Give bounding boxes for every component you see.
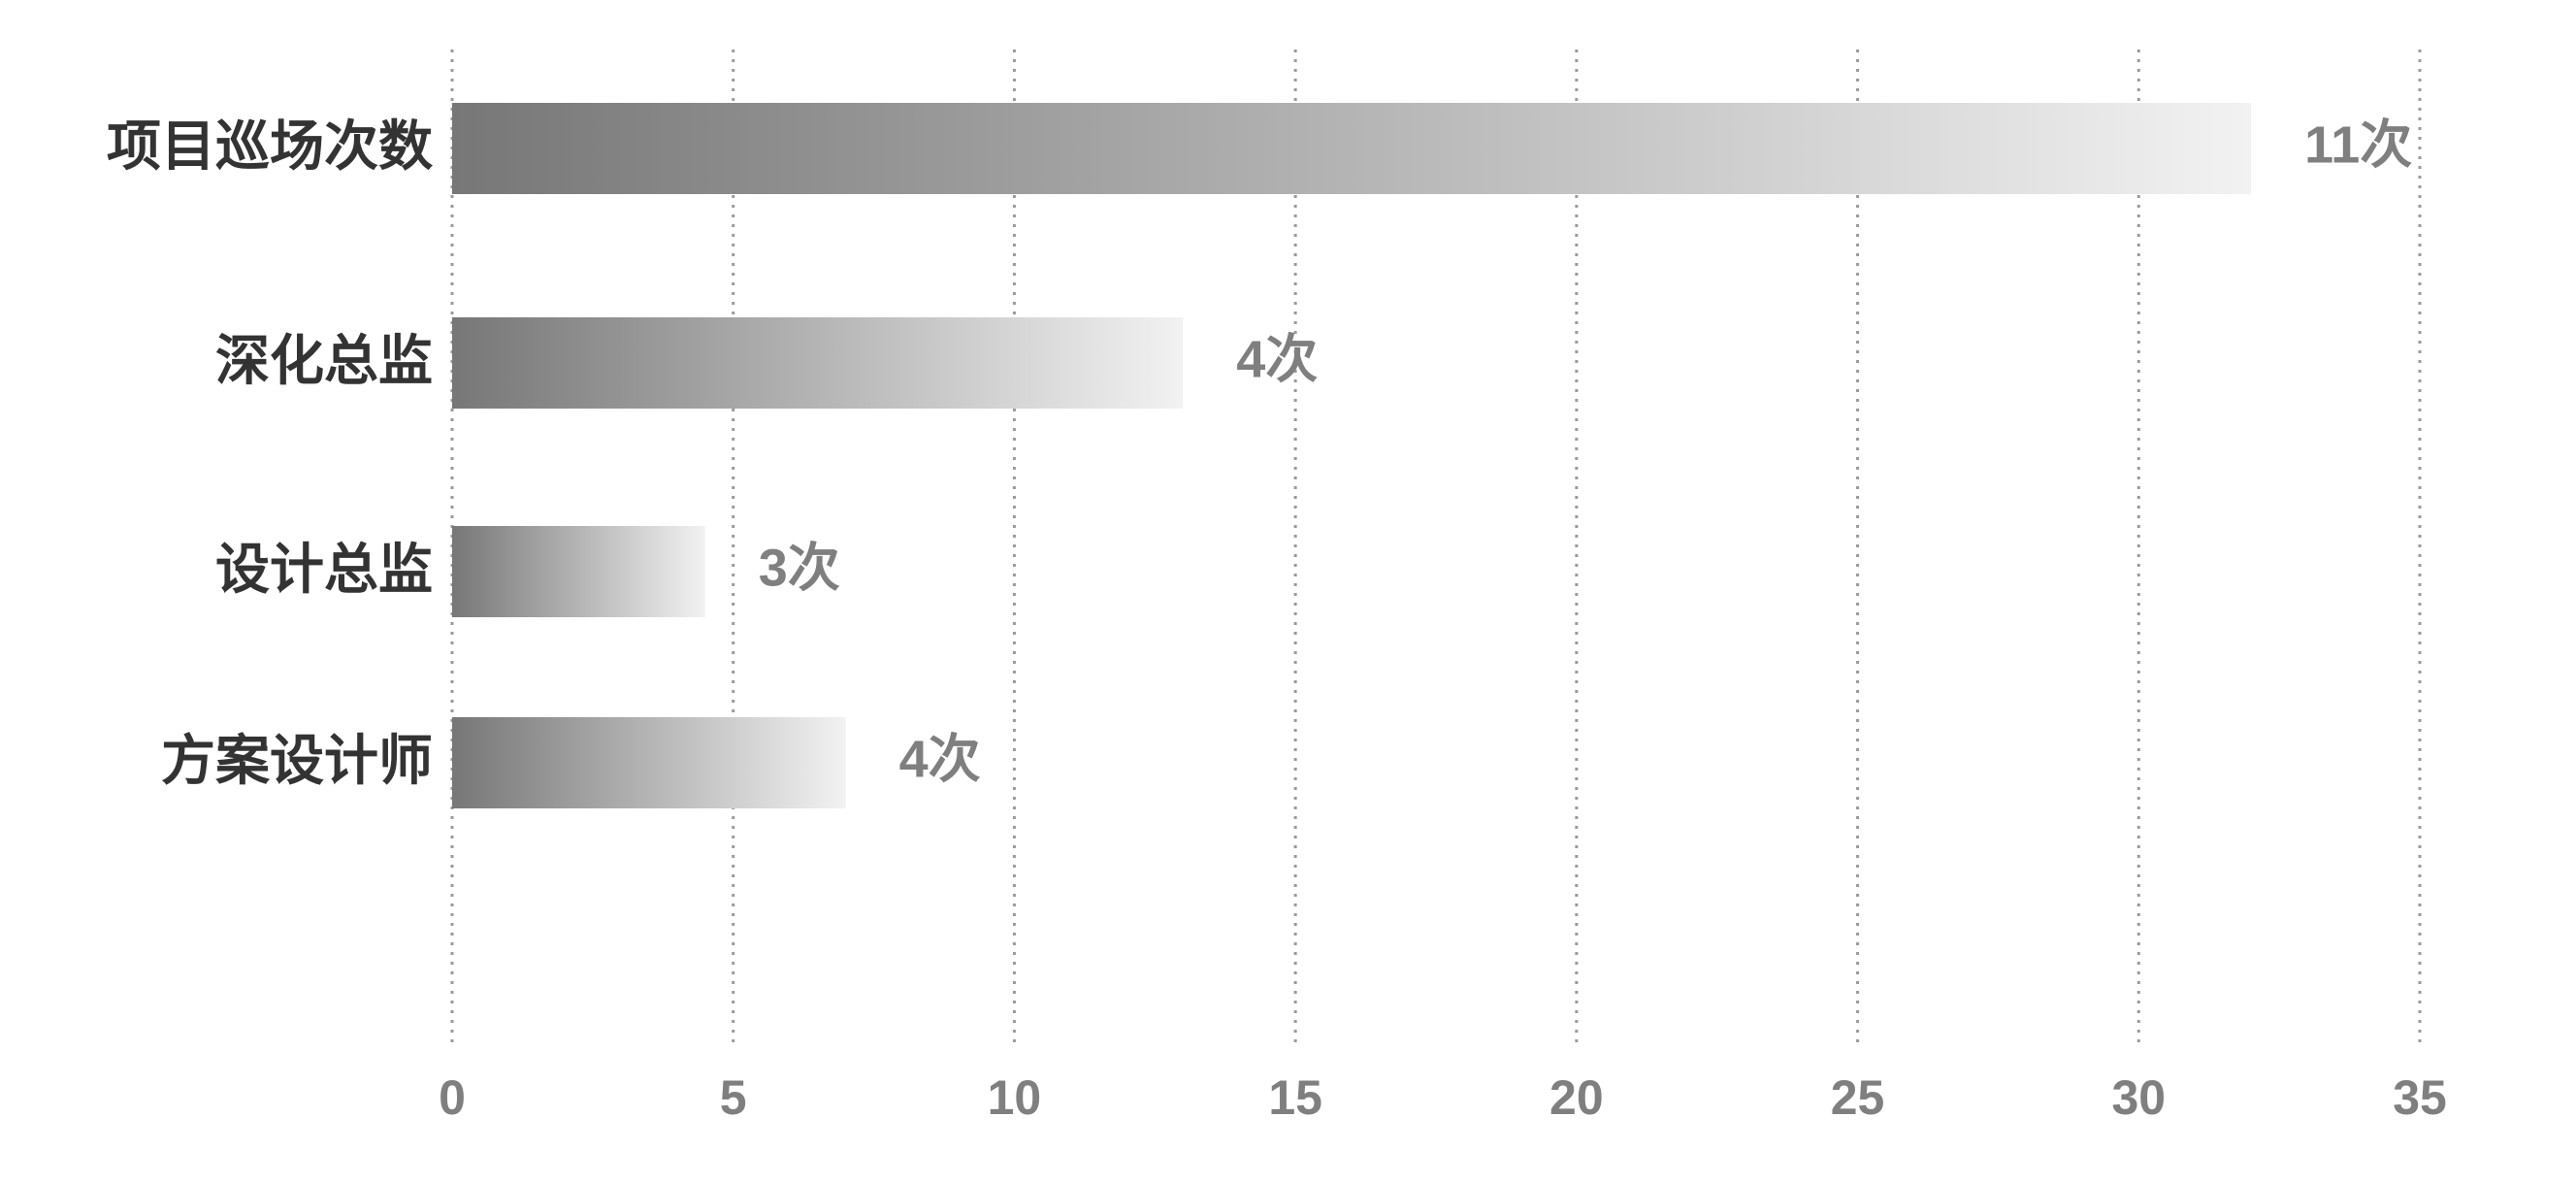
x-tick-label: 5 xyxy=(720,1070,747,1125)
category-label: 项目巡场次数 xyxy=(107,117,433,178)
category-label: 设计总监 xyxy=(215,541,433,601)
x-tick-label: 35 xyxy=(2393,1070,2447,1125)
x-tick-label: 20 xyxy=(1549,1070,1604,1125)
bar xyxy=(452,103,2252,194)
bar-annotation: 4次 xyxy=(899,730,981,788)
x-tick-label: 30 xyxy=(2111,1070,2166,1125)
x-tick-label: 10 xyxy=(988,1070,1042,1125)
bar-annotation: 11次 xyxy=(2304,115,2412,174)
bar xyxy=(452,526,705,617)
bar xyxy=(452,317,1184,409)
x-tick-label: 0 xyxy=(439,1070,466,1125)
x-tick-label: 25 xyxy=(1831,1070,1885,1125)
x-tick-label: 15 xyxy=(1268,1070,1322,1125)
bar xyxy=(452,717,846,808)
category-label: 方案设计师 xyxy=(161,732,433,792)
category-label: 深化总监 xyxy=(215,332,433,392)
bar-annotation: 3次 xyxy=(759,539,840,597)
bar-annotation: 4次 xyxy=(1236,330,1318,388)
